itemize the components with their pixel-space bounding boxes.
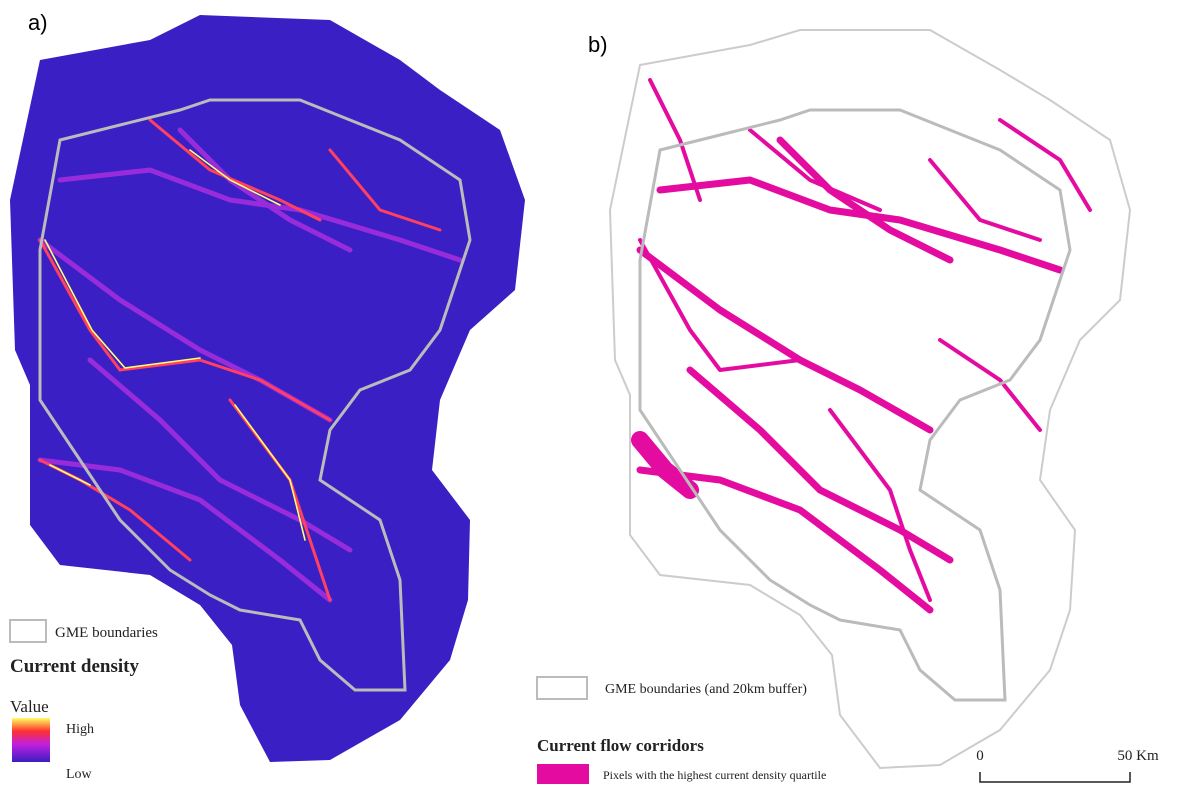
legend-high: High: [66, 722, 94, 737]
scale-label: 0: [976, 748, 984, 764]
legend-low: Low: [66, 767, 93, 782]
legend-subtitle: Value: [10, 697, 49, 716]
legend-swatch: [10, 620, 46, 642]
panel-label: b): [588, 32, 608, 57]
legend-title: Current flow corridors: [537, 736, 704, 755]
panel-a: a) GME boundaries Current density Value …: [10, 10, 525, 782]
panel-label: a): [28, 10, 48, 35]
figure: a) GME boundaries Current density Value …: [0, 0, 1177, 791]
scale-bar: [980, 772, 1130, 782]
density-area: [10, 15, 525, 762]
legend-title: Current density: [10, 656, 139, 677]
legend-gradient: [12, 718, 50, 762]
legend-label: Pixels with the highest current density …: [603, 768, 826, 782]
legend-swatch: [537, 764, 589, 784]
scale-label: 50 Km: [1117, 748, 1159, 764]
legend-swatch: [537, 677, 587, 699]
legend-label: GME boundaries: [55, 625, 158, 641]
legend-label: GME boundaries (and 20km buffer): [605, 682, 807, 697]
panel-b: b) GME boundaries (and 20km buffer) Curr…: [537, 30, 1159, 784]
